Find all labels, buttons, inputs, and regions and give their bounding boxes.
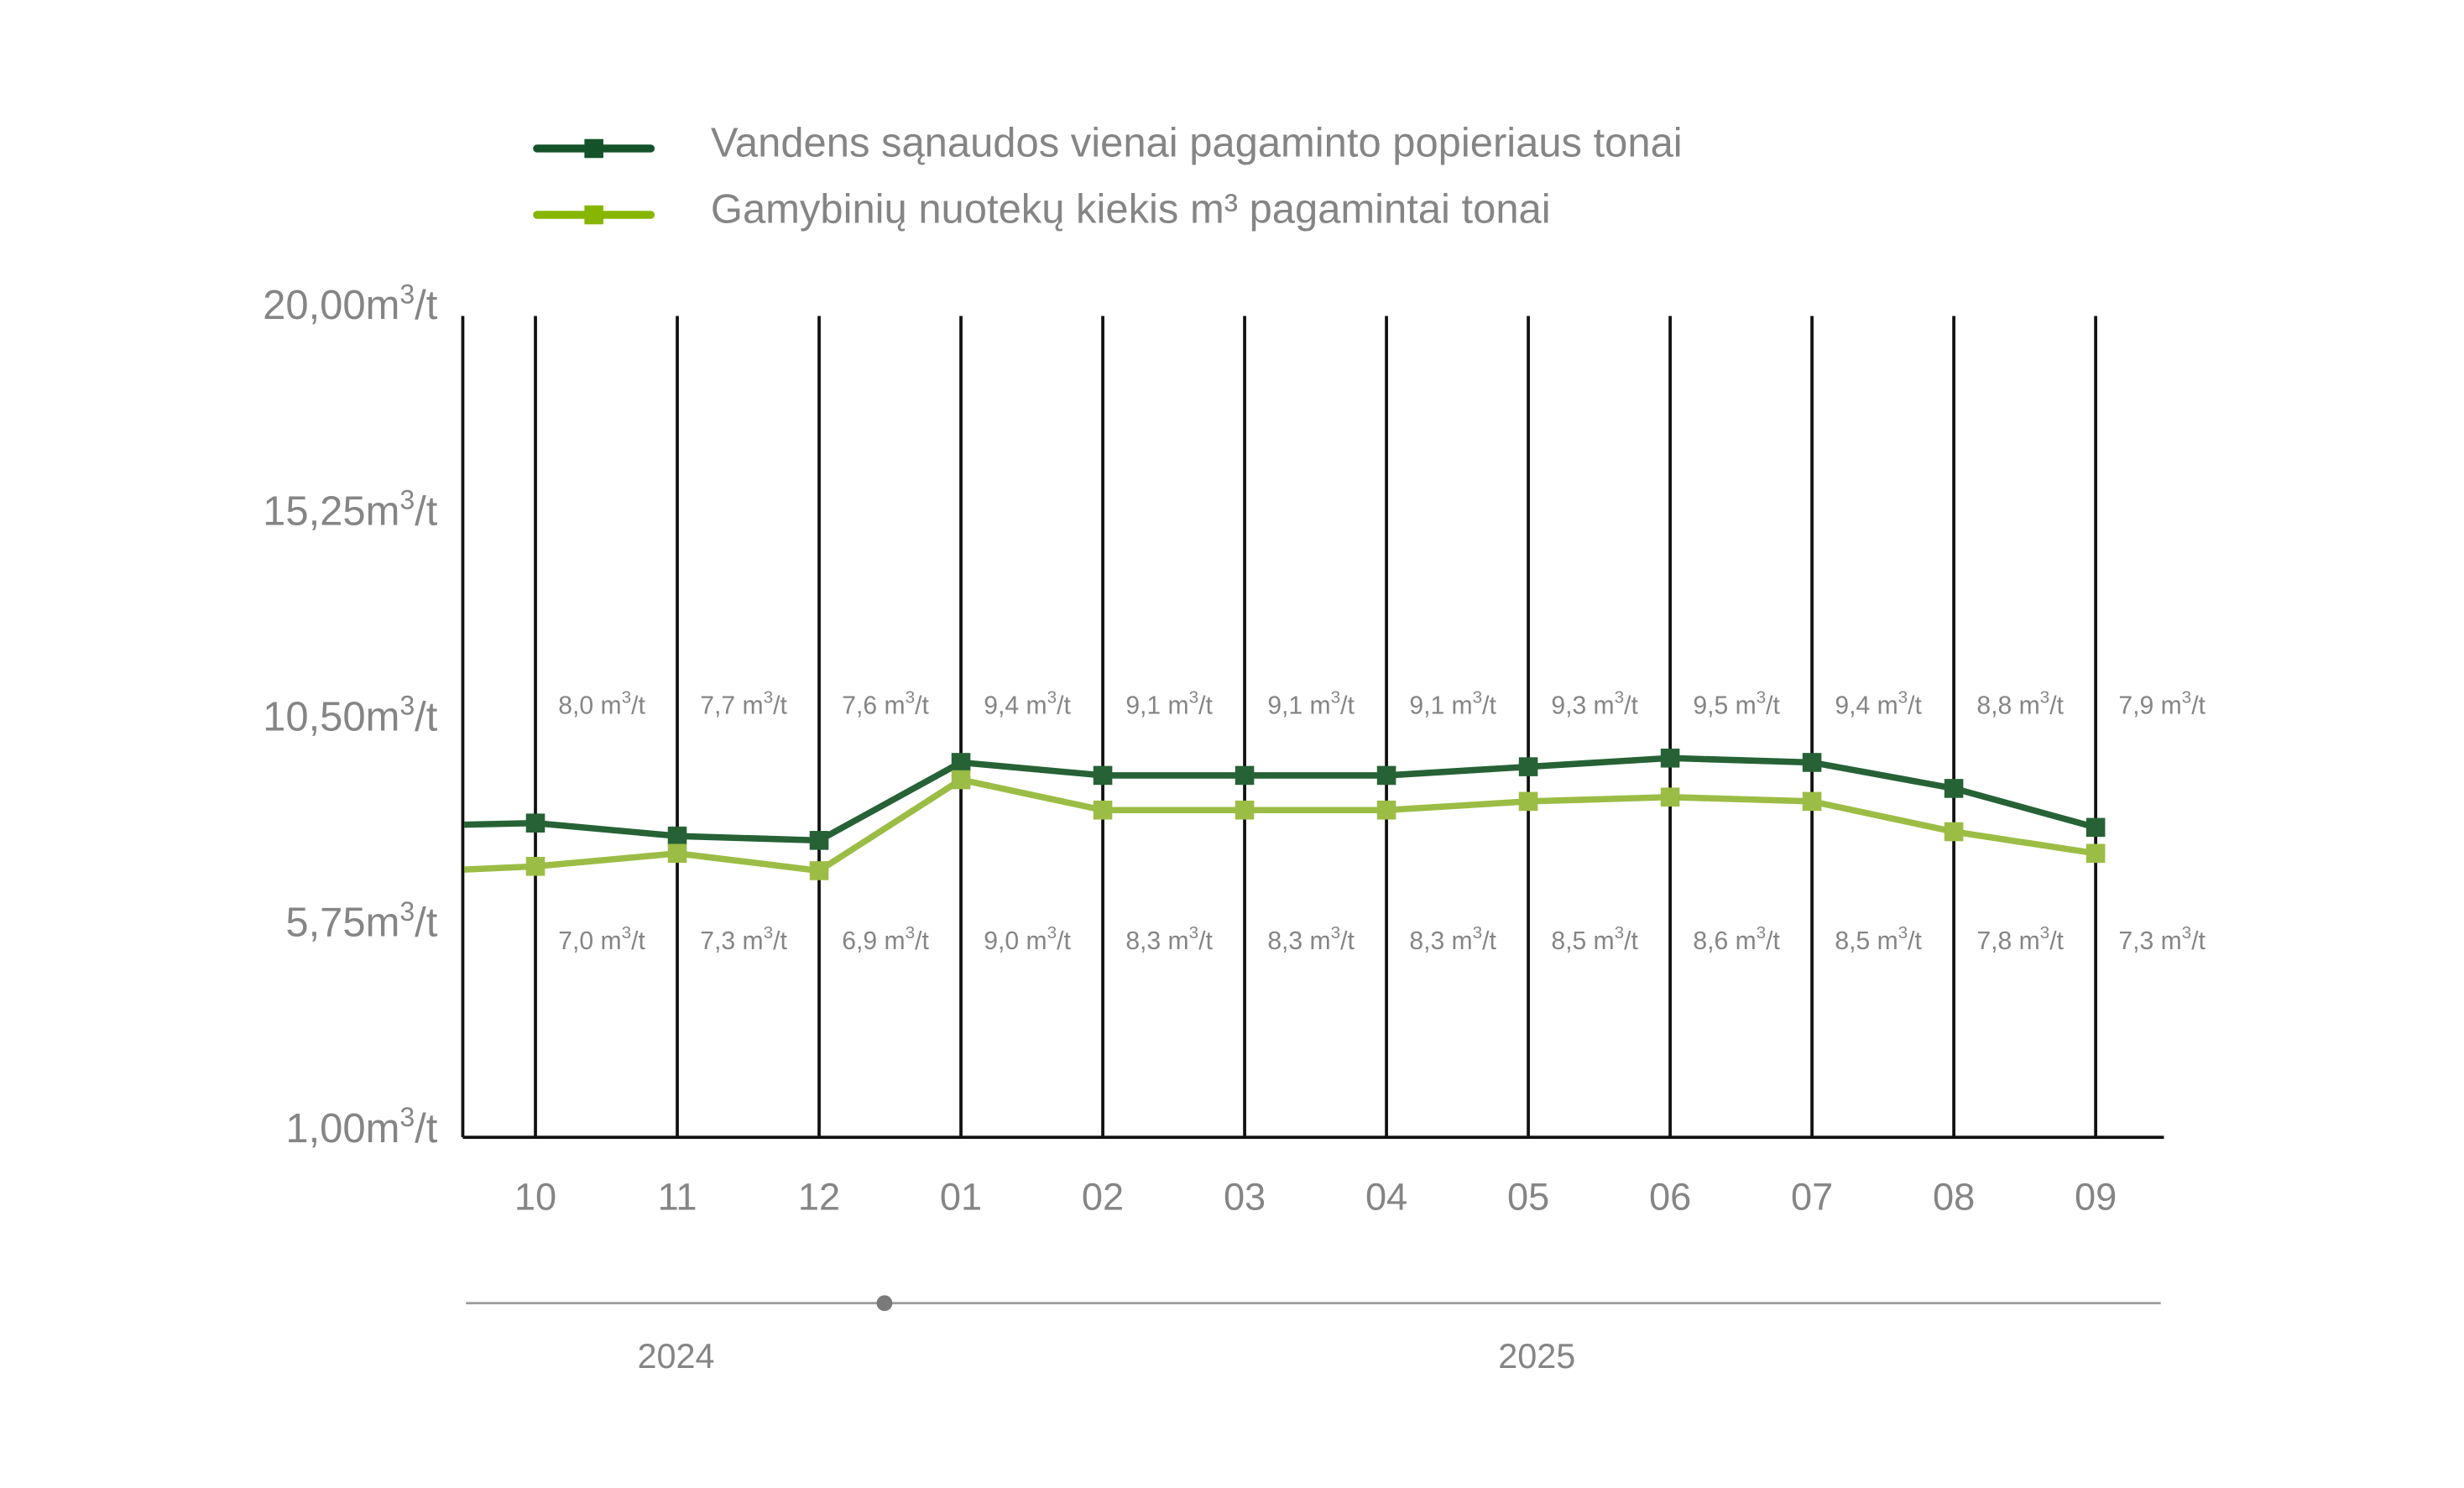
- data-point: [1802, 753, 1822, 772]
- x-tick-label: 05: [1507, 1176, 1549, 1219]
- data-label: 7,7 m3/t: [700, 688, 787, 720]
- data-point: [525, 813, 546, 833]
- data-label: 7,3 m3/t: [2118, 923, 2206, 955]
- data-label: 8,0 m3/t: [558, 688, 645, 720]
- data-label: 8,3 m3/t: [1267, 923, 1355, 955]
- data-point: [1944, 779, 1964, 798]
- data-label: 9,3 m3/t: [1551, 688, 1638, 720]
- data-label: 8,8 m3/t: [1976, 688, 2064, 720]
- year-label: 2024: [637, 1337, 714, 1376]
- data-label: 9,5 m3/t: [1693, 688, 1780, 720]
- legend-label: Vandens sąnaudos vienai pagaminto popier…: [711, 120, 1683, 165]
- y-tick-label: 5,75m3/t: [285, 896, 437, 946]
- y-tick-label: 15,25m3/t: [263, 485, 438, 535]
- data-label: 9,0 m3/t: [984, 923, 1071, 955]
- x-tick-label: 02: [1082, 1176, 1124, 1219]
- x-tick-label: 07: [1791, 1176, 1833, 1219]
- legend-marker: [584, 138, 603, 159]
- data-point: [951, 753, 971, 772]
- data-point: [667, 826, 687, 846]
- y-tick-label: 1,00m3/t: [285, 1102, 437, 1151]
- data-point: [1376, 800, 1396, 820]
- data-point: [1235, 765, 1255, 786]
- x-tick-label: 03: [1224, 1176, 1266, 1219]
- data-point: [1093, 765, 1113, 786]
- data-label: 9,1 m3/t: [1267, 688, 1355, 720]
- legend-label: Gamybinių nuotekų kiekis m³ pagamintai t…: [711, 186, 1551, 232]
- data-point: [525, 857, 546, 876]
- data-point: [2086, 817, 2106, 838]
- x-axis-ticks: 10 11 12 01 02 03 04 05 06 07 08 09: [514, 1176, 2117, 1219]
- year-divider-dot: [876, 1295, 893, 1312]
- series-line: [464, 776, 2096, 875]
- data-label: 7,8 m3/t: [1976, 923, 2064, 955]
- x-tick-label: 09: [2075, 1176, 2117, 1219]
- data-point: [809, 861, 829, 880]
- data-point: [1518, 791, 1538, 812]
- data-point: [1944, 822, 1964, 842]
- legend-marker: [584, 205, 603, 225]
- data-label: 7,0 m3/t: [558, 923, 645, 955]
- data-label: 8,5 m3/t: [1551, 923, 1638, 955]
- data-label: 8,5 m3/t: [1835, 923, 1922, 955]
- data-label: 9,4 m3/t: [1835, 688, 1922, 720]
- data-point: [667, 843, 687, 864]
- y-tick-label: 20,00m3/t: [263, 279, 438, 328]
- data-point: [951, 770, 971, 790]
- series-line: [464, 754, 2097, 844]
- data-label: 6,9 m3/t: [842, 923, 929, 955]
- series-group: [464, 748, 2106, 880]
- x-tick-label: 10: [514, 1176, 556, 1219]
- data-point: [2086, 843, 2106, 864]
- data-labels: 8,0 m3/t 7,7 m3/t 7,6 m3/t 9,4 m3/t 9,1 m3/t…: [558, 688, 2206, 956]
- x-tick-label: 06: [1649, 1176, 1691, 1219]
- data-label: 9,1 m3/t: [1125, 688, 1213, 720]
- data-point: [1660, 787, 1680, 807]
- year-timeline: 2024 2025: [466, 1295, 2161, 1376]
- legend: Vandens sąnaudos vienai pagaminto popier…: [533, 120, 1683, 232]
- data-point: [1660, 748, 1680, 768]
- data-label: 9,4 m3/t: [984, 688, 1071, 720]
- grid: [461, 316, 2164, 1140]
- x-tick-label: 04: [1365, 1176, 1407, 1219]
- x-tick-label: 11: [658, 1176, 697, 1219]
- data-label: 7,6 m3/t: [842, 688, 929, 720]
- data-label: 7,9 m3/t: [2118, 688, 2206, 720]
- data-point: [809, 831, 829, 850]
- y-tick-label: 10,50m3/t: [263, 691, 438, 740]
- data-point: [1802, 791, 1822, 812]
- data-label: 7,3 m3/t: [700, 923, 787, 955]
- data-label: 8,6 m3/t: [1693, 923, 1780, 955]
- y-axis-ticks: 20,00m3/t 15,25m3/t 10,50m3/t 5,75m3/t 1,00m…: [263, 279, 438, 1151]
- x-tick-label: 01: [940, 1176, 982, 1219]
- data-point: [1093, 800, 1113, 820]
- data-label: 8,3 m3/t: [1125, 923, 1213, 955]
- data-point: [1518, 757, 1538, 776]
- year-label: 2025: [1498, 1337, 1575, 1376]
- x-tick-label: 12: [798, 1176, 840, 1219]
- data-label: 8,3 m3/t: [1409, 923, 1496, 955]
- x-tick-label: 08: [1933, 1176, 1975, 1219]
- data-point: [1376, 765, 1396, 786]
- data-point: [1235, 800, 1255, 820]
- data-label: 9,1 m3/t: [1409, 688, 1496, 720]
